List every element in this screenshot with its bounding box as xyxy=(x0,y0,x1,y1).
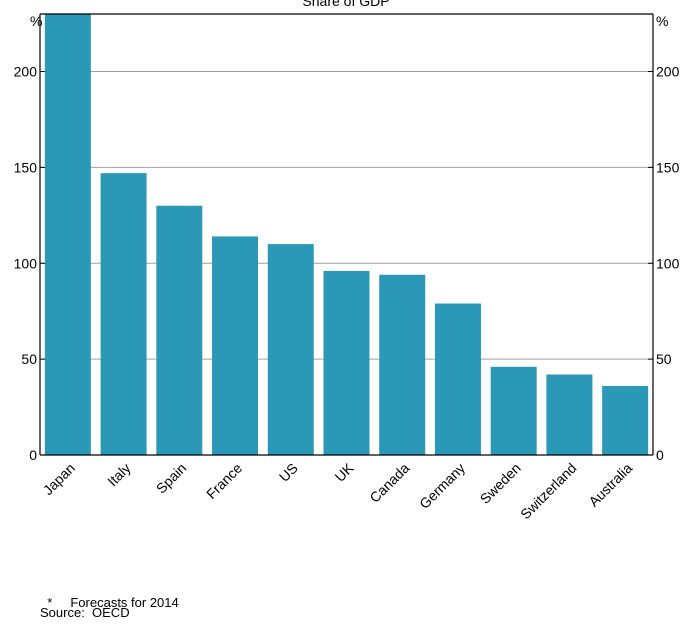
footnote-forecast-text: Forecasts for 2014 xyxy=(70,595,179,610)
x-axis-labels: Japan Italy Spain France US UK Canada Germany Sw… xyxy=(40,459,636,522)
bar-france xyxy=(212,236,259,455)
y-tick-label-left: 0 xyxy=(29,447,37,463)
bar-germany xyxy=(434,303,481,455)
y-tick-label-right: 200 xyxy=(656,64,680,80)
footnote-asterisk: * xyxy=(47,595,53,610)
x-tick-label-us: US xyxy=(276,460,301,485)
y-axis-left-ticks: 0 50 100 150 200 xyxy=(14,64,38,463)
bar-canada xyxy=(379,274,426,455)
bar-us xyxy=(267,244,314,455)
bar-uk xyxy=(323,270,370,455)
y-axis-right-ticks: 0 50 100 150 200 xyxy=(656,64,680,463)
y-tick-label-right: 100 xyxy=(656,255,680,271)
x-tick-label-canada: Canada xyxy=(366,460,412,506)
y-tick-label-left: 50 xyxy=(21,351,37,367)
x-tick-label-germany: Germany xyxy=(416,460,468,512)
y-tick-label-left: 100 xyxy=(14,255,38,271)
bars xyxy=(44,14,649,455)
x-tick-label-uk: UK xyxy=(332,459,358,485)
y-tick-label-right: 50 xyxy=(656,351,672,367)
x-tick-label-switzerland: Switzerland xyxy=(517,460,579,522)
footnote-forecast: * Forecasts for 2014 xyxy=(40,580,179,610)
bar-italy xyxy=(100,173,147,455)
x-tick-label-spain: Spain xyxy=(153,460,190,497)
y-tick-label-right: 150 xyxy=(656,159,680,175)
y-tick-label-left: 150 xyxy=(14,159,38,175)
bar-spain xyxy=(156,205,203,455)
chart-title: Share of GDP xyxy=(302,0,389,9)
x-tick-label-japan: Japan xyxy=(40,460,78,498)
bar-australia xyxy=(602,385,649,455)
y-tick-label-left: 200 xyxy=(14,64,38,80)
footnote-source: Source: OECD xyxy=(40,605,130,620)
y-tick-label-right: 0 xyxy=(656,447,664,463)
bar-japan xyxy=(44,14,91,455)
bar-chart: Share of GDP 0 50 100 150 200 0 50 100 150 200 J… xyxy=(14,0,680,522)
x-tick-label-sweden: Sweden xyxy=(477,460,524,507)
x-tick-label-france: France xyxy=(203,460,245,502)
bar-switzerland xyxy=(546,374,593,455)
y-unit-right: % xyxy=(656,13,668,29)
y-unit-left: % xyxy=(30,13,42,29)
axes xyxy=(39,13,654,456)
bar-sweden xyxy=(490,366,537,455)
x-tick-label-australia: Australia xyxy=(585,460,635,510)
x-tick-label-italy: Italy xyxy=(104,460,133,489)
